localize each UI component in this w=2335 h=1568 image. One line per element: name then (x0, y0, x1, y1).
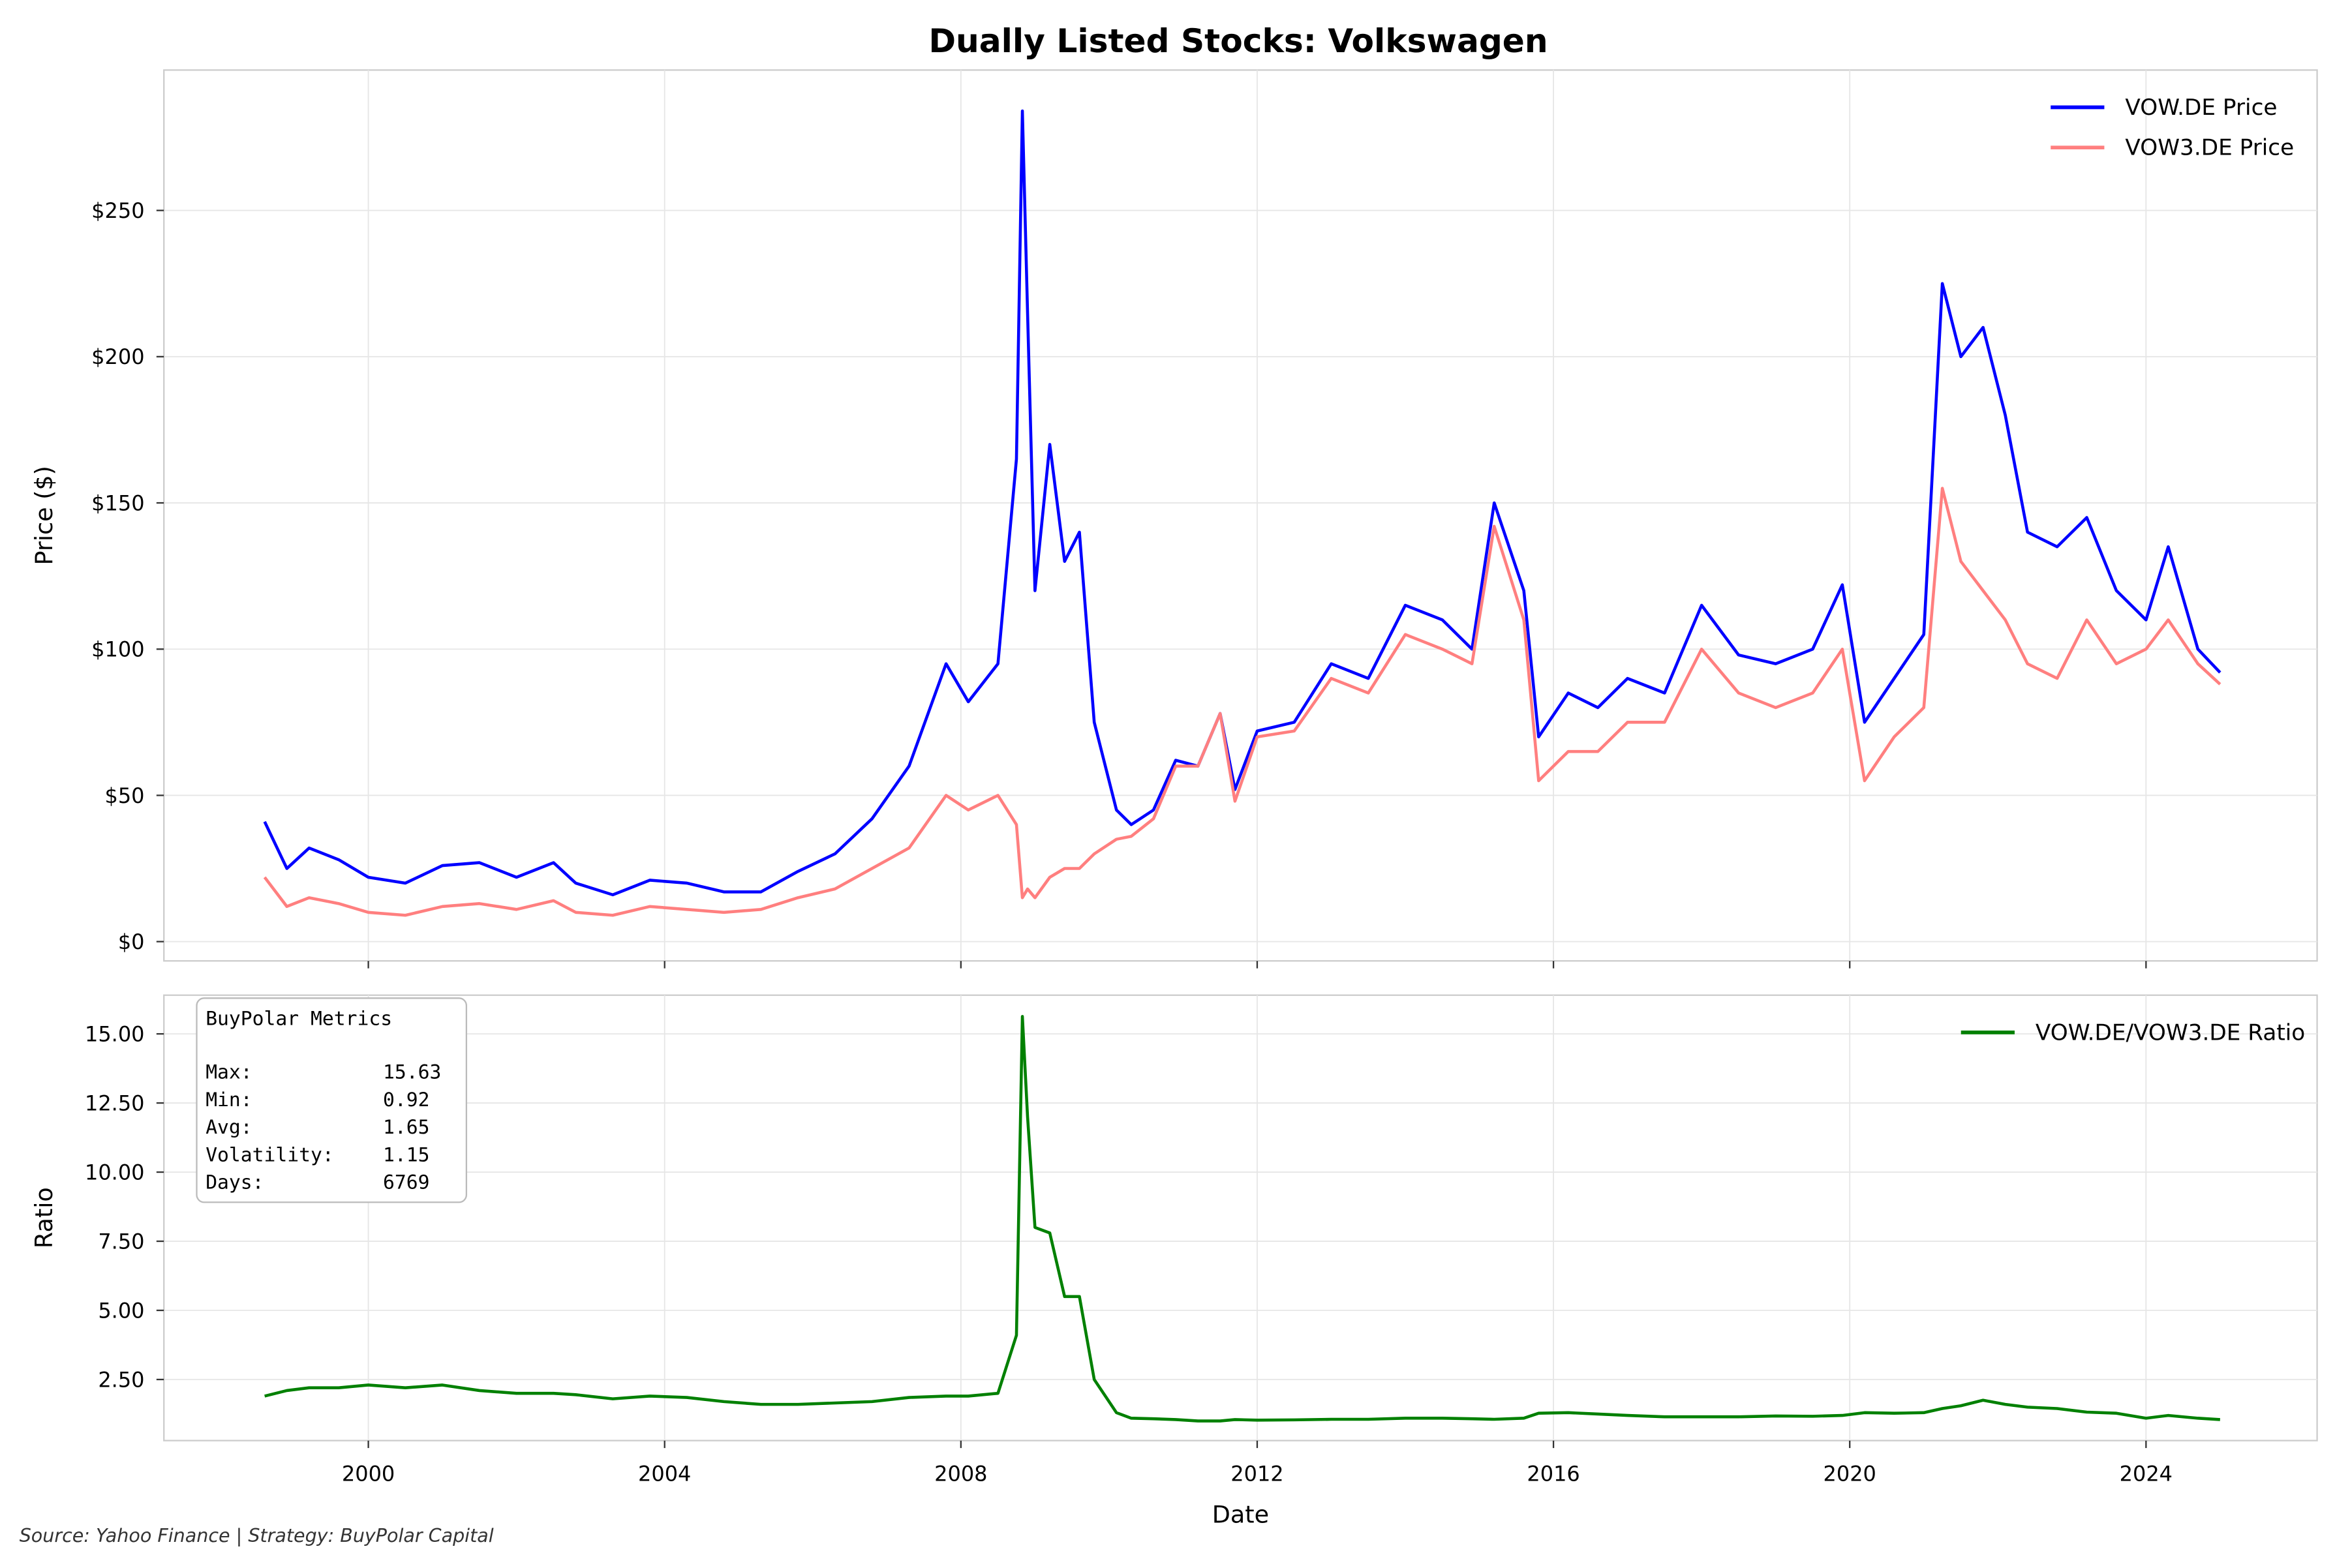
x-axis-label: Date (1212, 1500, 1269, 1528)
metrics-value: 1.65 (383, 1116, 430, 1139)
y-tick-label: $0 (118, 929, 145, 954)
metrics-value: 6769 (383, 1171, 430, 1194)
source-note: Source: Yahoo Finance | Strategy: BuyPol… (20, 1525, 494, 1546)
x-tick-label: 2012 (1230, 1461, 1283, 1486)
metrics-value: 15.63 (383, 1061, 441, 1084)
y-tick-label: 12.50 (85, 1091, 145, 1115)
plot-frame (163, 69, 2318, 962)
x-tick-label: 2024 (2120, 1461, 2173, 1486)
metrics-value: 0.92 (383, 1089, 430, 1111)
y-axis-label: Ratio (30, 1187, 58, 1248)
metrics-label: Max: (206, 1061, 252, 1084)
x-tick-label: 2004 (638, 1461, 691, 1486)
legend-label: VOW.DE/VOW3.DE Ratio (2036, 1019, 2305, 1046)
data-line (264, 1015, 2220, 1423)
metrics-label: Volatility: (206, 1143, 334, 1166)
legend-label: VOW3.DE Price (2125, 135, 2294, 161)
metrics-label: Avg: (206, 1116, 252, 1139)
chart-title: Dually Listed Stocks: Volkswagen (928, 22, 1548, 60)
x-tick-label: 2000 (342, 1461, 395, 1486)
metrics-value: 1.15 (383, 1143, 430, 1166)
plot-frame (163, 994, 2318, 1441)
x-tick-label: 2020 (1824, 1461, 1876, 1486)
y-tick-label: 7.50 (98, 1229, 144, 1254)
y-tick-label: 2.50 (98, 1367, 144, 1392)
y-tick-label: $50 (105, 783, 145, 808)
legend-label: VOW.DE Price (2125, 95, 2277, 121)
y-axis-label: Price ($) (30, 466, 58, 565)
metrics-title: BuyPolar Metrics (206, 1007, 392, 1030)
metrics-label: Days: (206, 1171, 264, 1194)
y-tick-label: 5.00 (98, 1298, 144, 1323)
y-tick-label: $100 (91, 637, 144, 662)
y-tick-label: 15.00 (85, 1022, 145, 1047)
y-tick-label: $250 (91, 198, 144, 223)
data-line (263, 487, 2221, 917)
metrics-box (196, 997, 468, 1203)
x-tick-label: 2016 (1527, 1461, 1580, 1486)
y-tick-label: $200 (91, 344, 144, 369)
metrics-label: Min: (206, 1089, 252, 1111)
y-tick-label: 10.00 (85, 1160, 145, 1184)
x-tick-label: 2008 (934, 1461, 987, 1486)
y-tick-label: $150 (91, 490, 144, 515)
